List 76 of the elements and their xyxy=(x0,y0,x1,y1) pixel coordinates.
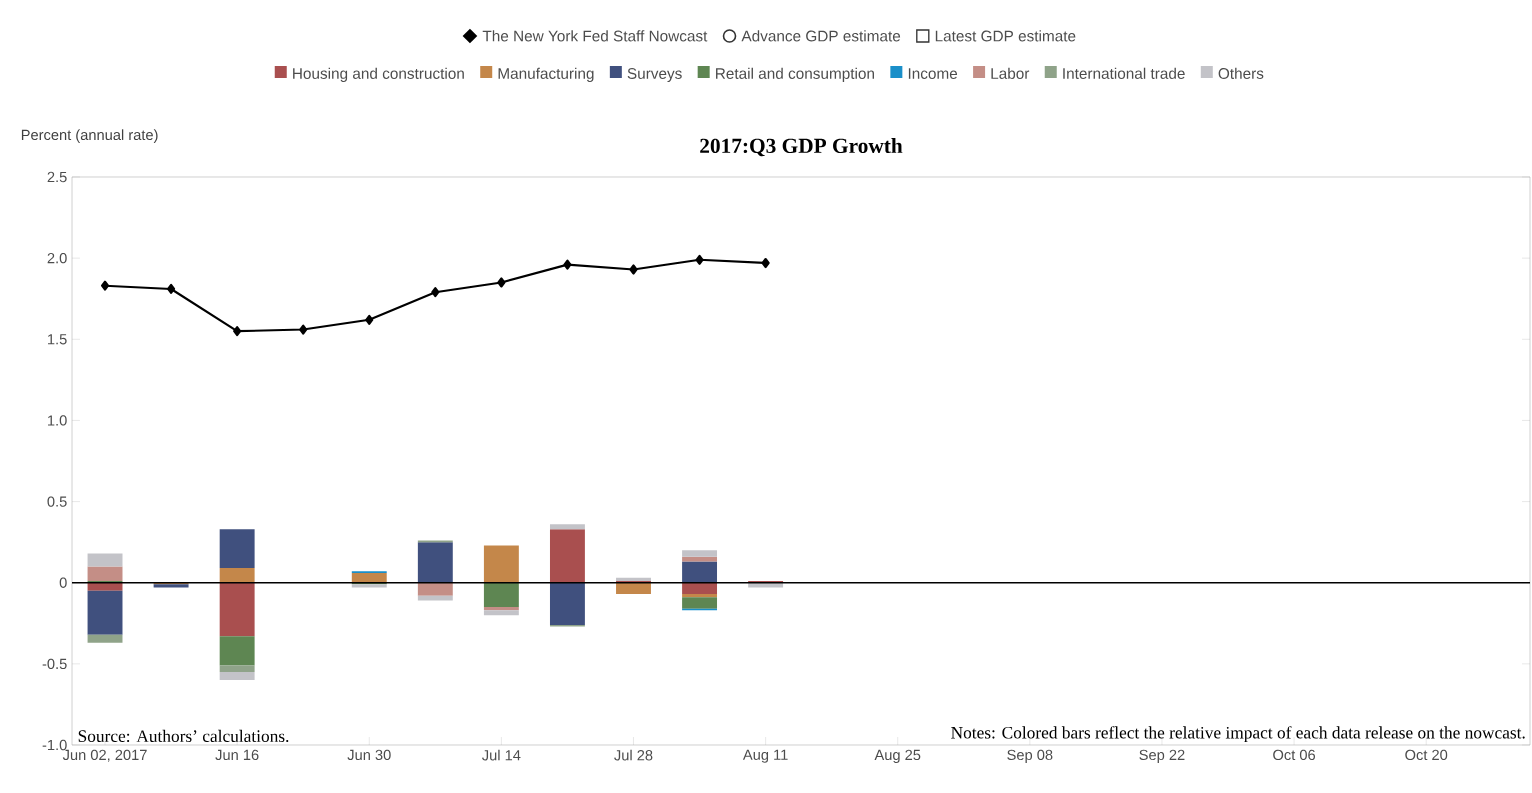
legend-label: Advance GDP estimate xyxy=(741,30,901,42)
y-tick-label: 0.5 xyxy=(47,496,67,507)
legend-label: Surveys xyxy=(627,68,682,82)
y-tick-label: 1.5 xyxy=(48,334,67,345)
legend-label: Latest GDP estimate xyxy=(935,30,1076,42)
point xyxy=(497,277,506,288)
legend-label: The New York Fed Staff Nowcast xyxy=(482,30,708,42)
bar xyxy=(417,595,453,601)
bar xyxy=(87,553,123,567)
bar xyxy=(219,529,255,569)
bar xyxy=(351,572,387,583)
y-tick-label: 0 xyxy=(59,577,67,588)
x-tick-label: Sep 22 xyxy=(1139,749,1185,763)
point xyxy=(761,257,770,269)
bar xyxy=(748,582,784,588)
x-tick-label: Jun 16 xyxy=(215,749,259,761)
bar xyxy=(87,634,123,643)
bar xyxy=(219,671,255,681)
bar xyxy=(616,582,651,595)
bar xyxy=(87,582,123,591)
bar xyxy=(219,582,255,637)
bar xyxy=(87,590,123,635)
point xyxy=(233,326,242,337)
x-tick-label: Jun 02, 2017 xyxy=(62,749,147,762)
legend-label: Retail and consumption xyxy=(716,67,874,82)
bar xyxy=(483,582,519,608)
bar xyxy=(682,594,718,598)
x-tick-label: Sep 08 xyxy=(1007,749,1053,763)
point xyxy=(563,259,572,270)
bar xyxy=(682,582,718,595)
x-tick-label: Oct 06 xyxy=(1273,749,1316,761)
x-tick-label: Jun 30 xyxy=(347,749,391,761)
point xyxy=(629,264,638,275)
bar xyxy=(483,607,519,611)
bar xyxy=(616,577,651,582)
y-tick-label: 1.0 xyxy=(48,415,67,426)
bar xyxy=(682,597,718,609)
point xyxy=(365,314,374,325)
bar xyxy=(219,636,255,666)
bar xyxy=(682,550,718,557)
x-tick-label: Jul 28 xyxy=(614,749,653,761)
y-axis-title: Percent (annual rate) xyxy=(21,129,158,143)
y-tick-label: -1.0 xyxy=(42,739,67,751)
x-tick-label: Aug 25 xyxy=(874,749,921,763)
legend-label: International trade xyxy=(1063,67,1185,79)
x-tick-label: Oct 20 xyxy=(1405,749,1448,761)
chart-title: 2017:Q3 GDP Growth xyxy=(700,138,903,157)
legend-label: Manufacturing xyxy=(498,67,594,82)
point xyxy=(167,283,176,295)
bar xyxy=(417,542,453,583)
annotation: Notes: Colored bars reflect the relative impact of each data release on the nowcast. xyxy=(951,726,1525,743)
x-tick-label: Aug 11 xyxy=(742,749,788,763)
point xyxy=(695,254,704,265)
annotation: Source: Authors’ calculations. xyxy=(78,729,289,743)
legend-label: Income xyxy=(908,68,958,79)
bar xyxy=(682,556,718,562)
y-tick-label: 2.5 xyxy=(47,171,67,183)
bar xyxy=(549,524,585,530)
legend-label: Housing and construction xyxy=(293,67,464,82)
bar xyxy=(682,561,718,583)
bar xyxy=(483,610,519,616)
y-tick-label: 2.0 xyxy=(47,252,67,264)
bar xyxy=(417,582,453,596)
bar xyxy=(87,566,123,582)
bar xyxy=(549,529,585,583)
point xyxy=(299,324,308,335)
point xyxy=(100,280,110,291)
bar xyxy=(219,665,255,672)
point xyxy=(431,287,440,298)
legend-label: Others xyxy=(1218,67,1264,79)
bar xyxy=(219,568,255,583)
bar xyxy=(483,545,519,583)
x-tick-label: Jul 14 xyxy=(482,749,521,761)
y-tick-label: -0.5 xyxy=(42,658,67,670)
bar xyxy=(549,582,585,625)
legend-label: Labor xyxy=(991,67,1030,79)
